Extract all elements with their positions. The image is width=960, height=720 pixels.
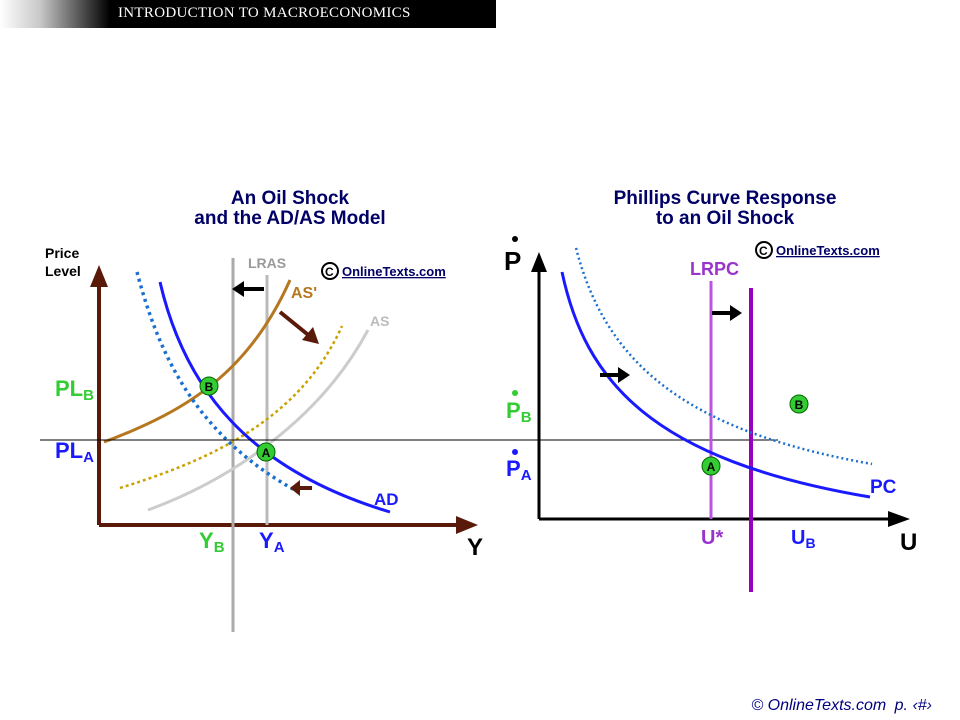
p-a-label: PA [506,456,532,484]
footer: © OnlineTexts.com p. ‹#› [747,697,932,715]
right-point-a-label: A [707,460,716,474]
p-a-dot [512,449,518,455]
right-logo-text: OnlineTexts.com [776,243,880,258]
lrpc-shift-arrow-head [730,305,742,321]
copyright-icon [321,262,339,280]
right-x-axis-label: U [900,529,917,556]
as-intermediate-dotted-curve [119,325,344,490]
left-point-a-label: A [262,446,271,460]
svg-text:C: C [325,265,334,279]
svg-text:YA: YA [259,528,285,556]
ad-label: AD [374,490,399,509]
y-a-label: YA [259,528,285,556]
left-point-b-label: B [205,380,214,394]
left-y-axis-arrow [90,265,108,287]
left-graph: An Oil Shock and the AD/AS Model Price L… [45,188,483,632]
p-b-dot [512,390,518,396]
copyright-icon [755,241,773,259]
right-point-b-label: B [795,398,804,412]
left-point-a: A [256,442,276,462]
as-prime-curve [103,279,292,444]
right-y-axis-label: P [504,246,521,276]
left-x-axis-arrow [456,516,478,534]
ad-shift-arrow-head [290,480,300,496]
u-star-label: U* [701,527,723,549]
left-title-line2: and the AD/AS Model [194,208,385,229]
svg-text:YB: YB [199,528,225,556]
pc-shift-arrow-head [618,367,630,383]
pc-shifted-dotted-curve [574,247,873,466]
lrpc-label: LRPC [690,259,739,279]
pl-b-label: PLB [55,376,94,404]
as-curve [147,329,370,512]
right-x-axis-arrow [888,511,910,527]
ad-curve [158,281,391,514]
right-point-b: B [789,394,809,414]
left-logo: C OnlineTexts.com [321,262,446,280]
footer-copyright: © OnlineTexts.com [751,697,887,714]
svg-text:PLB: PLB [55,376,94,404]
svg-text:PA: PA [506,456,532,484]
svg-text:C: C [759,244,768,258]
p-dot [512,236,518,242]
left-x-axis-label: Y [467,534,483,561]
right-y-axis-arrow [531,252,547,272]
header-bar: INTRODUCTION TO MACROECONOMICS [0,0,496,28]
right-logo: C OnlineTexts.com [755,241,880,259]
left-point-b: B [199,376,219,396]
as-shift-arrow [278,310,314,340]
pl-a-label: PLA [55,438,94,466]
as-prime-label: AS' [291,285,317,302]
y-b-label: YB [199,528,225,556]
left-title-line1: An Oil Shock [231,188,350,209]
header-title: INTRODUCTION TO MACROECONOMICS [118,5,411,21]
footer-page: p. ‹#› [894,697,932,714]
right-point-a: A [701,456,721,476]
left-logo-text: OnlineTexts.com [342,264,446,279]
as-shift-arrow-head [302,327,319,344]
lras-shift-arrow-head [232,281,244,297]
p-b-label: PB [506,398,532,426]
right-title-line2: to an Oil Shock [656,208,795,229]
pc-label: PC [870,477,897,498]
u-b-label: UB [791,527,816,551]
right-title-line1: Phillips Curve Response [614,188,837,209]
as-label: AS [370,313,389,329]
svg-text:PB: PB [506,398,532,426]
svg-text:UB: UB [791,527,816,551]
pc-curve [560,271,871,499]
y-axis-label-line1: Price [45,245,79,261]
right-graph: Phillips Curve Response to an Oil Shock … [504,188,917,592]
svg-text:PLA: PLA [55,438,94,466]
ad-shifted-dotted-curve [135,271,303,496]
lras-label: LRAS [248,255,286,271]
y-axis-label-line2: Level [45,263,81,279]
